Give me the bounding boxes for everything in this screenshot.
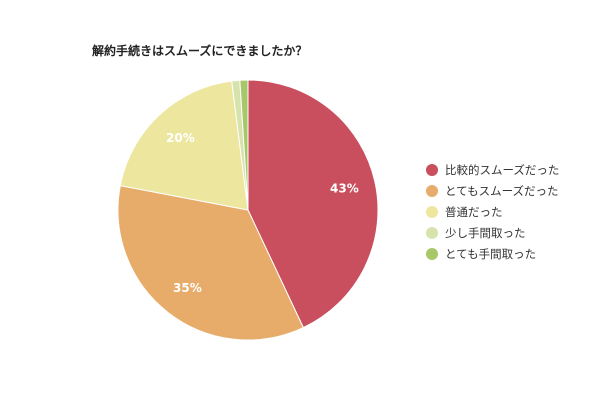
legend-dot-icon: [426, 163, 438, 176]
pie-slice-3: [119, 80, 249, 211]
legend-item-4[interactable]: 少し手間取った: [426, 222, 559, 243]
legend-label: 少し手間取った: [445, 225, 526, 240]
legend-dot-icon: [426, 205, 438, 218]
chart-legend: 比較的スムーズだった とてもスムーズだった 普通だった少し手間取った とても手間取った: [426, 159, 559, 264]
legend-dot-icon: [426, 184, 438, 197]
legend-dot-icon: [426, 247, 438, 260]
legend-item-1[interactable]: 比較的スムーズだった: [426, 159, 559, 180]
chart-title: 解約手続きはスムーズにできましたか？: [92, 44, 308, 58]
pie-slice-2: [117, 185, 305, 341]
legend-dot-icon: [426, 226, 438, 239]
legend-label: 比較的スムーズだった: [445, 162, 560, 177]
pie-slices: [117, 79, 379, 341]
legend-item-2[interactable]: とてもスムーズだった: [426, 180, 559, 201]
pie-slice-label-2: 35%: [173, 281, 202, 295]
legend-item-3[interactable]: 普通だった: [426, 201, 559, 222]
pie-slice-label-3: 20%: [166, 131, 195, 145]
legend-item-5[interactable]: とても手間取った: [426, 243, 559, 264]
legend-label: とてもスムーズだった: [445, 183, 559, 198]
legend-label: 普通だった: [445, 204, 503, 219]
pie-slice-labels: 43% 35% 20%: [166, 131, 359, 295]
pie-slice-1: [247, 79, 379, 329]
legend-label: とても手間取った: [445, 246, 537, 261]
pie-slice-5: [239, 79, 249, 211]
pie-slice-label-1: 43%: [330, 181, 359, 195]
